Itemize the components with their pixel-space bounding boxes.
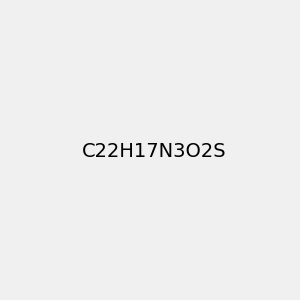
Text: C22H17N3O2S: C22H17N3O2S	[81, 142, 226, 161]
